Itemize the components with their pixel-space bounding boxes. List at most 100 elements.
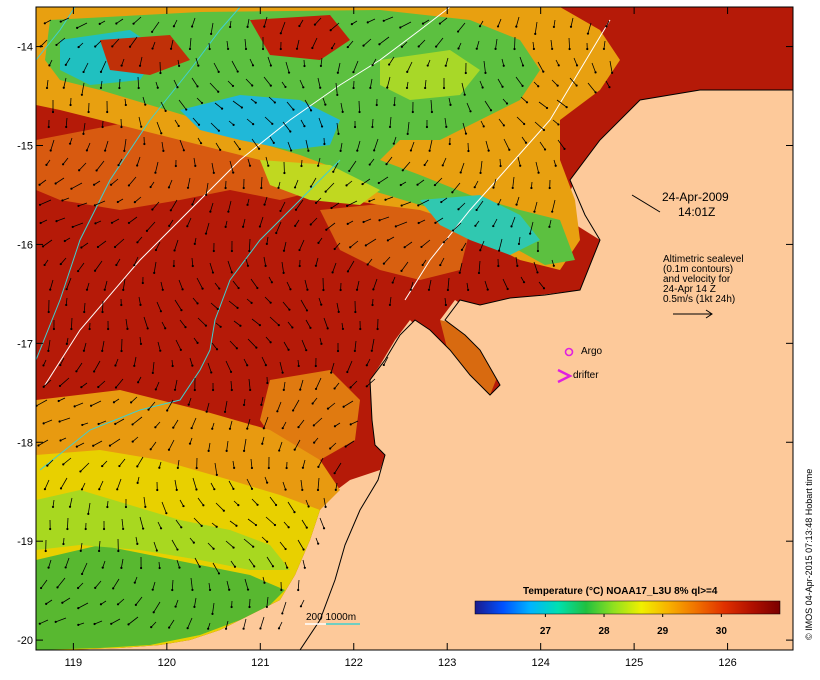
velocity-arrow: [48, 59, 53, 67]
velocity-arrow: [156, 301, 163, 313]
velocity-arrow: [210, 22, 214, 35]
velocity-arrow: [496, 18, 502, 28]
velocity-arrow: [605, 20, 610, 28]
ocean-cyan-patch: [420, 195, 540, 255]
velocity-arrow: [178, 99, 188, 111]
velocity-arrow: [515, 256, 519, 268]
ocean-yellow-patch: [380, 50, 480, 100]
velocity-arrow: [117, 538, 120, 553]
velocity-arrow: [172, 259, 175, 268]
velocity-arrow: [58, 417, 71, 423]
velocity-arrow: [501, 58, 505, 67]
velocity-arrow: [283, 521, 290, 529]
coastline-land: [299, 89, 793, 650]
velocity-arrow: [275, 221, 282, 235]
velocity-arrow: [344, 440, 355, 448]
velocity-arrow: [377, 176, 389, 185]
velocity-arrow: [293, 439, 301, 451]
velocity-arrow: [388, 296, 392, 307]
velocity-arrow: [76, 22, 88, 29]
velocity-arrow: [192, 297, 199, 305]
velocity-arrow: [261, 436, 265, 445]
velocity-arrow: [336, 122, 340, 136]
velocity-arrow: [555, 59, 560, 67]
velocity-arrow: [168, 619, 175, 629]
velocity-arrow: [279, 21, 286, 35]
velocity-arrow: [442, 77, 446, 90]
velocity-arrow: [323, 137, 326, 146]
velocity-arrow: [80, 562, 88, 576]
velocity-arrow: [533, 261, 539, 274]
velocity-arrow: [448, 97, 452, 106]
velocity-arrow: [317, 77, 322, 89]
velocity-arrow: [426, 59, 431, 67]
velocity-arrow: [294, 219, 300, 227]
velocity-arrow: [142, 96, 147, 106]
velocity-arrow: [538, 101, 549, 110]
velocity-arrow: [191, 257, 194, 268]
velocity-arrow: [152, 601, 161, 614]
velocity-arrows: [36, 16, 614, 630]
velocity-arrow: [226, 580, 231, 591]
velocity-arrow: [171, 359, 174, 368]
velocity-arrow: [133, 356, 137, 367]
velocity-arrow: [139, 336, 143, 346]
velocity-arrow: [282, 481, 287, 491]
velocity-arrow: [172, 19, 178, 28]
velocity-arrow: [49, 519, 52, 531]
velocity-arrow: [131, 436, 139, 443]
velocity-arrow: [248, 598, 251, 609]
velocity-arrow: [208, 582, 212, 592]
velocity-arrow: [548, 179, 551, 190]
velocity-arrow: [131, 416, 143, 426]
velocity-arrow: [96, 240, 107, 249]
velocity-arrow: [110, 618, 121, 625]
lon-tick-label: 123: [438, 657, 456, 669]
velocity-arrow: [352, 80, 355, 90]
velocity-arrow: [63, 237, 71, 243]
velocity-arrow: [365, 378, 376, 388]
velocity-arrow: [246, 418, 251, 430]
velocity-arrow: [346, 200, 358, 207]
velocity-arrow: [245, 78, 254, 87]
velocity-arrow: [318, 117, 324, 128]
velocity-arrow: [591, 62, 597, 74]
velocity-arrow: [534, 21, 538, 35]
velocity-arrow: [586, 42, 589, 51]
velocity-arrow: [93, 620, 103, 626]
velocity-arrow: [248, 378, 252, 392]
velocity-arrow: [285, 61, 291, 74]
velocity-arrow: [456, 22, 466, 33]
velocity-arrow: [123, 138, 127, 152]
velocity-arrow: [190, 577, 194, 592]
velocity-arrow: [502, 278, 509, 291]
velocity-arrow: [209, 82, 220, 93]
velocity-arrow: [204, 222, 210, 235]
velocity-arrow: [156, 121, 163, 135]
velocity-arrow: [179, 499, 185, 508]
velocity-arrow: [228, 420, 233, 430]
velocity-arrow: [444, 57, 449, 67]
velocity-arrow: [262, 576, 266, 584]
velocity-arrow: [333, 422, 341, 428]
velocity-arrow: [263, 196, 268, 206]
velocity-arrow: [474, 220, 480, 227]
velocity-arrow: [116, 198, 124, 204]
velocity-arrow: [333, 462, 342, 475]
velocity-arrow: [189, 537, 195, 544]
velocity-arrow: [293, 179, 299, 189]
velocity-arrow: [485, 140, 490, 152]
velocity-arrow: [99, 60, 107, 74]
lat-tick-label: -19: [17, 536, 33, 548]
velocity-arrow: [451, 222, 462, 232]
velocity-arrow: [89, 400, 102, 407]
velocity-arrow: [42, 359, 47, 367]
velocity-arrow: [193, 597, 197, 608]
velocity-arrow: [80, 482, 86, 491]
ocean-red-patch: [250, 15, 350, 60]
velocity-arrow: [519, 56, 525, 67]
velocity-arrow: [317, 457, 324, 468]
velocity-arrow: [341, 322, 345, 331]
velocity-arrow: [339, 142, 343, 152]
velocity-arrow: [520, 276, 526, 284]
